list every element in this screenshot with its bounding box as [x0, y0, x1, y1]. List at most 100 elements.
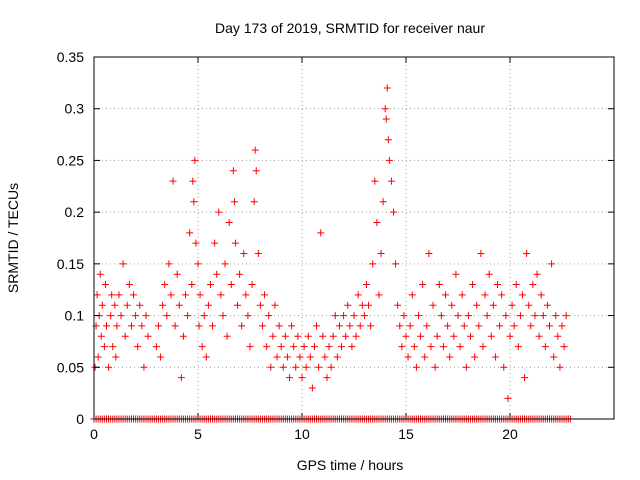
data-point	[362, 281, 370, 289]
chart-title: Day 173 of 2019, SRMTID for receiver nau…	[215, 20, 485, 36]
data-point	[127, 322, 135, 330]
data-point	[383, 84, 391, 92]
data-point	[211, 239, 219, 247]
data-point	[258, 322, 266, 330]
data-point	[209, 322, 217, 330]
plot-frame	[93, 56, 615, 420]
data-point	[327, 363, 335, 371]
data-point	[346, 322, 354, 330]
data-point	[304, 332, 312, 340]
data-point	[179, 332, 187, 340]
data-point	[414, 312, 422, 320]
data-point	[294, 332, 302, 340]
data-point	[296, 353, 304, 361]
data-point	[504, 394, 512, 402]
data-point	[377, 250, 385, 258]
data-point	[175, 301, 183, 309]
y-tick-label: 0.3	[65, 101, 85, 117]
data-point	[433, 332, 441, 340]
data-point	[300, 343, 308, 351]
y-tick-label: 0.35	[57, 49, 84, 65]
data-point	[234, 301, 242, 309]
data-point	[533, 270, 541, 278]
data-point	[510, 322, 518, 330]
data-point	[410, 343, 418, 351]
data-point	[194, 260, 202, 268]
data-point	[360, 312, 368, 320]
data-point	[384, 136, 392, 144]
data-point	[310, 343, 318, 351]
data-point	[487, 332, 495, 340]
data-point	[273, 353, 281, 361]
data-point	[373, 218, 381, 226]
data-point	[546, 322, 554, 330]
data-point	[319, 332, 327, 340]
data-point	[130, 291, 138, 299]
data-point	[288, 322, 296, 330]
data-point	[248, 281, 256, 289]
data-point	[206, 281, 214, 289]
data-point	[134, 343, 142, 351]
data-point	[477, 250, 485, 258]
data-point	[221, 260, 229, 268]
data-point	[398, 343, 406, 351]
data-point	[435, 281, 443, 289]
data-point	[136, 301, 144, 309]
data-point	[458, 291, 466, 299]
data-point	[269, 332, 277, 340]
data-point	[385, 156, 393, 164]
data-point	[556, 363, 564, 371]
data-point	[396, 322, 404, 330]
data-point	[456, 343, 464, 351]
data-point	[227, 281, 235, 289]
data-point	[421, 353, 429, 361]
data-point	[365, 301, 373, 309]
data-point	[442, 291, 450, 299]
data-point	[192, 239, 200, 247]
data-point	[471, 353, 479, 361]
data-point	[350, 312, 358, 320]
data-point	[190, 198, 198, 206]
data-point	[548, 260, 556, 268]
data-point	[182, 291, 190, 299]
data-point	[381, 105, 389, 113]
data-point	[444, 322, 452, 330]
data-point	[313, 322, 321, 330]
data-point	[112, 353, 120, 361]
data-point	[535, 332, 543, 340]
data-point	[450, 332, 458, 340]
data-point	[157, 353, 165, 361]
data-point	[523, 250, 531, 258]
y-tick-label: 0.15	[57, 256, 84, 272]
data-point	[429, 301, 437, 309]
data-point	[437, 312, 445, 320]
y-tick-label: 0	[76, 411, 84, 427]
x-tick-label: 15	[398, 426, 414, 442]
data-point	[541, 343, 549, 351]
data-point	[191, 156, 199, 164]
data-point	[406, 322, 414, 330]
data-point	[144, 332, 152, 340]
data-point	[387, 177, 395, 185]
data-point	[117, 312, 125, 320]
data-point	[454, 312, 462, 320]
data-point	[286, 374, 294, 382]
data-point	[204, 301, 212, 309]
y-tick-label: 0.25	[57, 152, 84, 168]
data-point	[371, 177, 379, 185]
data-point	[485, 270, 493, 278]
data-point	[489, 301, 497, 309]
data-point	[108, 291, 116, 299]
data-point	[292, 363, 300, 371]
data-point	[460, 322, 468, 330]
data-point	[115, 291, 123, 299]
data-point	[392, 260, 400, 268]
data-point	[263, 343, 271, 351]
data-point	[308, 384, 316, 392]
y-tick-label: 0.05	[57, 359, 84, 375]
data-point	[554, 332, 562, 340]
data-point	[494, 281, 502, 289]
data-point	[107, 312, 115, 320]
data-point	[352, 332, 360, 340]
